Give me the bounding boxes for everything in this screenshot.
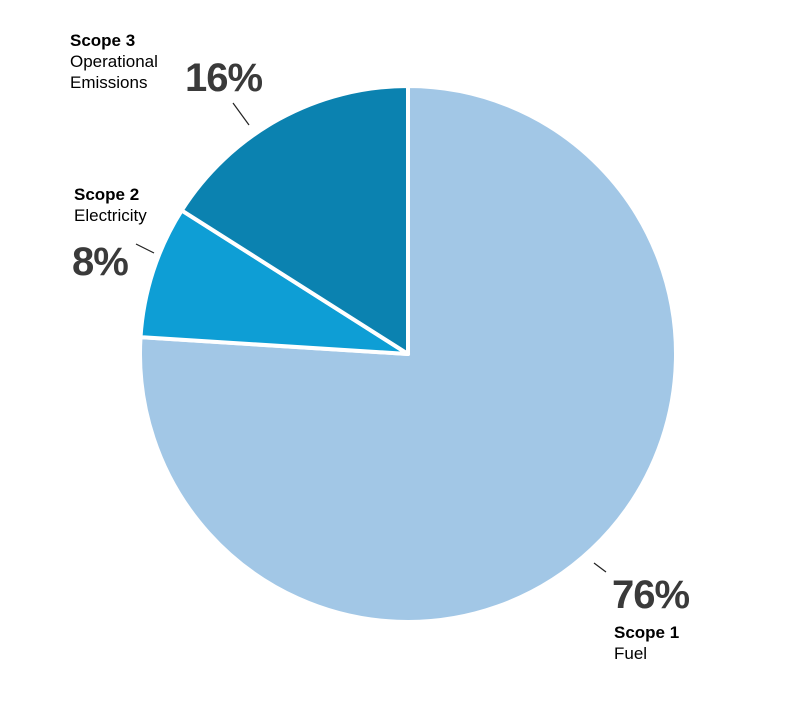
label-scope2-name: Scope 2	[74, 185, 140, 204]
label-scope3: Scope 3 Operational Emissions	[70, 30, 158, 93]
pie-slice-scope-2	[138, 208, 410, 356]
label-scope2-desc: Electricity	[74, 206, 147, 225]
leader-line-scope2	[135, 243, 155, 254]
label-scope1-desc: Fuel	[614, 644, 648, 663]
pct-scope3: 16%	[185, 56, 263, 100]
label-scope1-name: Scope 1	[614, 623, 680, 642]
label-scope2: Scope 2 Electricity	[74, 184, 147, 226]
label-scope3-desc-line1: Operational	[70, 52, 158, 71]
pct-scope1: 76%	[612, 573, 690, 617]
leader-line-scope3	[232, 102, 250, 126]
label-scope3-name: Scope 3	[70, 31, 136, 50]
pct-scope2: 8%	[72, 240, 129, 284]
leader-line-scope1	[593, 562, 607, 573]
label-scope3-desc-line2: Emissions	[70, 73, 148, 92]
label-scope1: Scope 1 Fuel	[614, 622, 679, 664]
pie-slice-scope-3	[179, 84, 410, 356]
